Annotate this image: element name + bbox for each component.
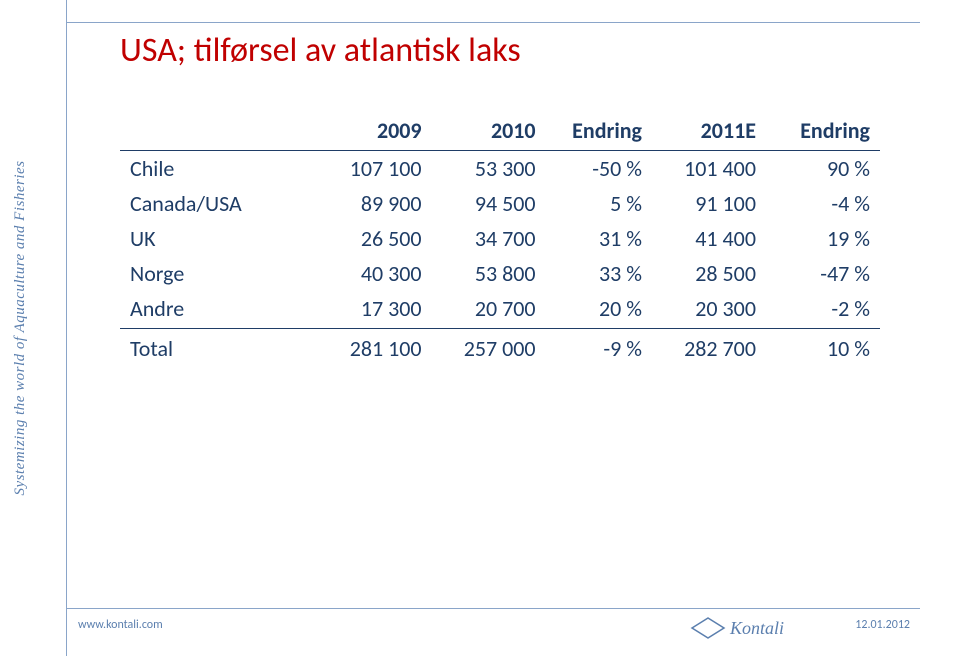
logo-text: Kontali [729, 618, 784, 638]
cell-country: Chile [120, 151, 318, 187]
table-total-row: Total 281 100 257 000 -9 % 282 700 10 % [120, 329, 880, 367]
cell: 257 000 [432, 329, 546, 367]
cell: -50 % [546, 151, 652, 187]
kontali-logo: Kontali [690, 614, 810, 647]
table-row: Canada/USA 89 900 94 500 5 % 91 100 -4 % [120, 186, 880, 221]
table-header: 2009 2010 Endring 2011E Endring [120, 111, 880, 151]
table-header-row: 2009 2010 Endring 2011E Endring [120, 111, 880, 151]
footer: www.kontali.com Kontali 12.01.2012 [0, 608, 960, 656]
th-2010: 2010 [432, 111, 546, 151]
frame-top-line [66, 22, 920, 23]
cell: 26 500 [318, 221, 432, 256]
cell-country: Andre [120, 291, 318, 329]
page-title: USA; tilførsel av atlantisk laks [120, 30, 910, 71]
cell: 90 % [766, 151, 880, 187]
data-table: 2009 2010 Endring 2011E Endring Chile 10… [120, 111, 880, 366]
cell: 40 300 [318, 256, 432, 291]
cell: 31 % [546, 221, 652, 256]
slide: Systemizing the world of Aquaculture and… [0, 0, 960, 656]
cell: 28 500 [652, 256, 766, 291]
th-blank [120, 111, 318, 151]
cell: 91 100 [652, 186, 766, 221]
cell-country: Canada/USA [120, 186, 318, 221]
footer-date: 12.01.2012 [855, 618, 910, 632]
cell: 101 400 [652, 151, 766, 187]
table-row: UK 26 500 34 700 31 % 41 400 19 % [120, 221, 880, 256]
th-2011e: 2011E [652, 111, 766, 151]
table-row: Andre 17 300 20 700 20 % 20 300 -2 % [120, 291, 880, 329]
cell: 94 500 [432, 186, 546, 221]
side-tagline: Systemizing the world of Aquaculture and… [12, 161, 29, 496]
th-2009: 2009 [318, 111, 432, 151]
cell: -4 % [766, 186, 880, 221]
th-endring1: Endring [546, 111, 652, 151]
table-row: Chile 107 100 53 300 -50 % 101 400 90 % [120, 151, 880, 187]
cell: 19 % [766, 221, 880, 256]
cell: 33 % [546, 256, 652, 291]
cell: 20 700 [432, 291, 546, 329]
cell-total-label: Total [120, 329, 318, 367]
cell-country: UK [120, 221, 318, 256]
cell: 89 900 [318, 186, 432, 221]
footer-line [66, 608, 920, 609]
cell: 41 400 [652, 221, 766, 256]
cell: 5 % [546, 186, 652, 221]
cell: 53 800 [432, 256, 546, 291]
cell: 53 300 [432, 151, 546, 187]
cell-country: Norge [120, 256, 318, 291]
cell: 282 700 [652, 329, 766, 367]
cell: 281 100 [318, 329, 432, 367]
cell: 10 % [766, 329, 880, 367]
cell: 107 100 [318, 151, 432, 187]
cell: 17 300 [318, 291, 432, 329]
cell: -47 % [766, 256, 880, 291]
cell: -2 % [766, 291, 880, 329]
frame-left-line [66, 0, 67, 656]
footer-url: www.kontali.com [78, 618, 163, 632]
data-table-wrap: 2009 2010 Endring 2011E Endring Chile 10… [120, 111, 880, 366]
cell: -9 % [546, 329, 652, 367]
cell: 20 300 [652, 291, 766, 329]
cell: 20 % [546, 291, 652, 329]
table-body: Chile 107 100 53 300 -50 % 101 400 90 % … [120, 151, 880, 367]
cell: 34 700 [432, 221, 546, 256]
table-row: Norge 40 300 53 800 33 % 28 500 -47 % [120, 256, 880, 291]
th-endring2: Endring [766, 111, 880, 151]
